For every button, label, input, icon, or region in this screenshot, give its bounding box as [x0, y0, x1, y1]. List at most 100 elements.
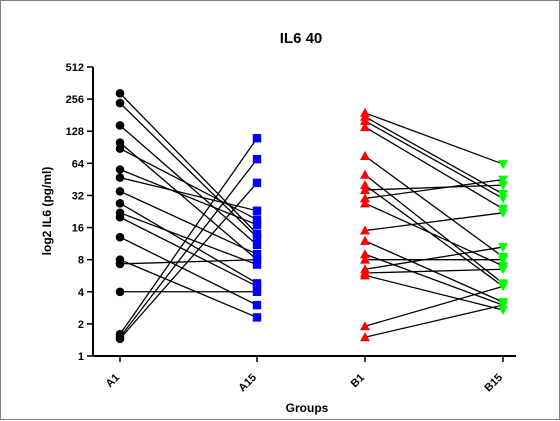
y-tick-label: 256 — [66, 94, 84, 106]
data-point-b1 — [360, 150, 370, 160]
data-point-a1 — [115, 165, 125, 174]
data-point-b1 — [360, 193, 370, 203]
chart-title: IL6 40 — [280, 30, 323, 47]
y-tick-label: 512 — [66, 62, 84, 74]
data-point-a15 — [252, 220, 262, 229]
pair-lines — [119, 92, 504, 340]
pair-line — [364, 174, 504, 284]
pair-line — [364, 274, 504, 311]
data-point-b1 — [360, 225, 370, 235]
data-point-a15 — [252, 206, 262, 215]
data-markers — [115, 89, 508, 344]
data-point-a1 — [115, 144, 125, 153]
data-point-a1 — [115, 232, 125, 242]
data-point-b1 — [360, 169, 370, 179]
x-axis-label: Groups — [286, 401, 329, 415]
data-point-b1 — [360, 254, 370, 264]
y-tick-label: 4 — [78, 287, 85, 299]
x-tick-label-a1: A1 — [104, 372, 122, 390]
axes: 1 2 4 8 16 32 64 128 256 512 A1 A15 B1 B15 — [66, 62, 516, 394]
y-axis-label: log2 IL6 (pg/ml) — [40, 167, 54, 256]
y-tick-label: 64 — [72, 158, 85, 170]
data-point-a1 — [115, 98, 125, 108]
pair-line — [119, 124, 258, 246]
data-point-b15 — [498, 181, 508, 191]
data-point-a15 — [252, 255, 262, 264]
y-tick-label: 8 — [78, 255, 84, 267]
pair-line — [119, 236, 258, 306]
data-point-a1 — [115, 138, 125, 147]
data-point-a15 — [252, 260, 262, 269]
data-point-a15 — [252, 240, 262, 250]
data-point-b15 — [498, 194, 508, 204]
data-point-b1 — [360, 235, 370, 245]
pair-line — [119, 216, 258, 287]
pair-line — [119, 142, 258, 261]
y-tick-label: 32 — [72, 190, 84, 202]
pair-line — [119, 92, 258, 235]
data-point-b15 — [498, 282, 508, 292]
pair-line — [364, 212, 504, 232]
pair-line — [364, 126, 504, 210]
data-point-b15 — [498, 255, 508, 265]
pair-line — [119, 158, 258, 338]
data-point-a15 — [252, 250, 262, 259]
pair-line — [364, 253, 504, 306]
pair-line — [364, 202, 504, 267]
data-point-a15 — [252, 215, 262, 224]
data-point-a15 — [252, 287, 262, 296]
y-tick-label: 16 — [72, 223, 84, 235]
data-point-b1 — [360, 198, 370, 208]
data-point-a1 — [115, 212, 125, 222]
data-point-a15 — [252, 134, 262, 143]
pair-line — [364, 285, 504, 327]
pair-line — [364, 179, 504, 200]
data-point-a15 — [252, 154, 262, 164]
data-point-a1 — [115, 287, 125, 297]
data-point-a1 — [115, 186, 125, 196]
pair-line — [119, 148, 258, 221]
y-tick-label: 2 — [78, 319, 84, 331]
data-point-b15 — [498, 243, 508, 253]
pair-line — [119, 102, 258, 238]
data-point-a15 — [252, 313, 262, 322]
data-point-a1 — [115, 199, 125, 208]
pair-line — [119, 137, 258, 335]
data-point-b1 — [360, 115, 370, 125]
pair-line — [364, 116, 504, 195]
pair-line — [119, 202, 258, 284]
data-point-a1 — [115, 89, 125, 98]
pair-line — [119, 177, 258, 212]
pair-line — [364, 268, 504, 274]
data-point-b1 — [360, 332, 370, 342]
data-point-a15 — [252, 300, 262, 310]
pair-line — [119, 212, 258, 266]
data-point-b15 — [498, 301, 508, 311]
pair-line — [364, 304, 504, 338]
data-point-a15 — [252, 178, 262, 188]
data-point-b15 — [498, 305, 508, 315]
pair-line — [119, 168, 258, 226]
x-tick-label-b1: B1 — [349, 372, 367, 390]
pair-line — [364, 112, 504, 165]
data-point-a1 — [115, 121, 125, 130]
data-point-a15 — [252, 232, 262, 242]
pair-line — [119, 259, 258, 319]
pair-line — [364, 184, 504, 191]
data-point-a1 — [115, 334, 125, 344]
data-point-b15 — [498, 265, 508, 275]
data-point-a1 — [115, 259, 125, 269]
data-point-b15 — [498, 208, 508, 218]
data-point-b1 — [360, 270, 370, 280]
data-point-a1 — [115, 173, 125, 182]
pair-line — [119, 190, 258, 255]
data-point-b15 — [498, 160, 508, 170]
data-point-b1 — [360, 249, 370, 259]
data-point-b1 — [360, 321, 370, 331]
data-point-b1 — [360, 122, 370, 132]
y-tick-label: 1 — [78, 351, 84, 363]
data-point-a15 — [252, 282, 262, 291]
data-point-b15 — [498, 175, 508, 185]
